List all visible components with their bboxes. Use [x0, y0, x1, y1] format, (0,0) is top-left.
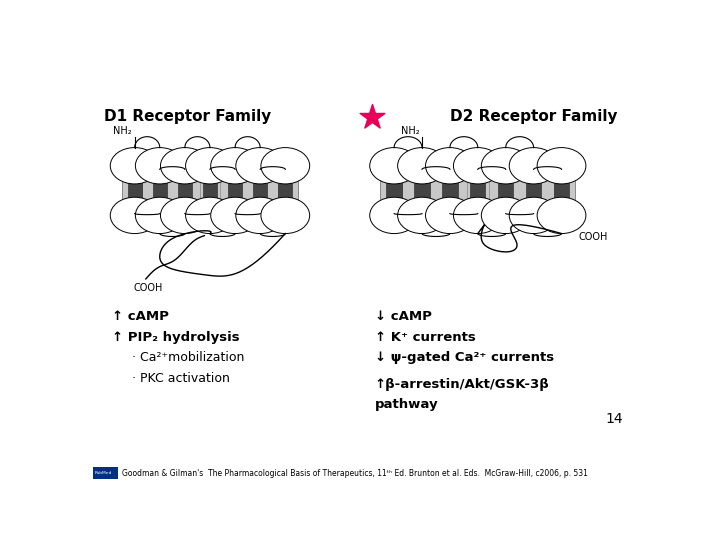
Text: D2 Receptor Family: D2 Receptor Family: [450, 109, 618, 124]
Bar: [414, 170, 430, 212]
Bar: [93, 467, 118, 479]
Circle shape: [370, 197, 418, 234]
Circle shape: [482, 147, 530, 184]
Text: D1 Receptor Family: D1 Receptor Family: [104, 109, 271, 124]
Text: PubMed: PubMed: [95, 471, 112, 475]
Bar: [153, 170, 166, 212]
Circle shape: [261, 197, 310, 234]
Circle shape: [135, 147, 184, 184]
Circle shape: [509, 147, 558, 184]
Text: ↑ PIP₂ hydrolysis: ↑ PIP₂ hydrolysis: [112, 330, 240, 343]
Circle shape: [211, 197, 259, 234]
Text: ↑β-arrestin/Akt/GSK-3β: ↑β-arrestin/Akt/GSK-3β: [374, 379, 549, 392]
Text: ↑ K⁺ currents: ↑ K⁺ currents: [374, 330, 475, 343]
Circle shape: [397, 147, 446, 184]
Circle shape: [397, 197, 446, 234]
Circle shape: [261, 147, 310, 184]
Bar: [178, 170, 192, 212]
Circle shape: [161, 197, 210, 234]
Bar: [228, 170, 242, 212]
Circle shape: [482, 197, 530, 234]
Bar: [554, 170, 570, 212]
Text: 14: 14: [606, 412, 623, 426]
Bar: [279, 170, 292, 212]
Text: ↓ cAMP: ↓ cAMP: [374, 310, 431, 323]
Text: NH₂: NH₂: [113, 125, 132, 136]
Circle shape: [537, 147, 586, 184]
Circle shape: [110, 147, 159, 184]
Bar: [470, 170, 485, 212]
Bar: [380, 167, 575, 214]
Circle shape: [186, 197, 234, 234]
Text: NH₂: NH₂: [400, 125, 419, 136]
Circle shape: [211, 147, 259, 184]
Bar: [442, 170, 458, 212]
Text: ↑ cAMP: ↑ cAMP: [112, 310, 169, 323]
Text: COOH: COOH: [578, 232, 608, 242]
Text: · PKC activation: · PKC activation: [132, 372, 230, 385]
Circle shape: [135, 197, 184, 234]
Bar: [253, 170, 267, 212]
Circle shape: [161, 147, 210, 184]
Bar: [203, 170, 217, 212]
Text: · Ca²⁺mobilization: · Ca²⁺mobilization: [132, 352, 244, 365]
Bar: [387, 170, 402, 212]
Circle shape: [110, 197, 159, 234]
Circle shape: [186, 147, 234, 184]
Text: ↓ ψ-gated Ca²⁺ currents: ↓ ψ-gated Ca²⁺ currents: [374, 352, 554, 365]
Circle shape: [426, 147, 474, 184]
Bar: [498, 170, 513, 212]
Text: pathway: pathway: [374, 399, 438, 411]
Circle shape: [509, 197, 558, 234]
Circle shape: [537, 197, 586, 234]
Point: [366, 112, 377, 121]
Text: COOH: COOH: [134, 283, 163, 293]
Text: Goodman & Gilman's  The Pharmacological Basis of Therapeutics, 11ᵗʰ Ed. Brunton : Goodman & Gilman's The Pharmacological B…: [122, 469, 588, 478]
Circle shape: [370, 147, 418, 184]
Circle shape: [236, 197, 284, 234]
Bar: [526, 170, 541, 212]
Circle shape: [454, 147, 502, 184]
Circle shape: [236, 147, 284, 184]
Circle shape: [426, 197, 474, 234]
Bar: [127, 170, 142, 212]
Circle shape: [454, 197, 502, 234]
Bar: [122, 167, 298, 214]
